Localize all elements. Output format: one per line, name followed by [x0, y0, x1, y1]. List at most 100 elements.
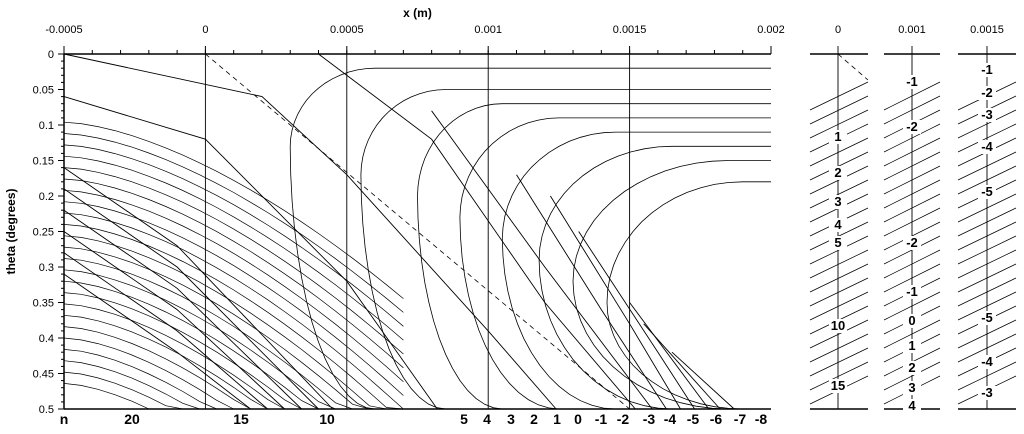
panel-contour-line — [809, 109, 869, 139]
contour-label-bg — [829, 236, 847, 250]
y-tick-label: 0 — [48, 49, 54, 61]
contour-label: 4 — [908, 398, 916, 413]
panel-contour-line — [809, 277, 869, 307]
contour-label: 5 — [834, 235, 841, 250]
order-label: 4 — [483, 411, 491, 427]
contour-label: 1 — [834, 129, 841, 144]
order-label: -1 — [595, 411, 608, 427]
y-tick-label: 0.4 — [39, 333, 54, 345]
contour-line — [63, 292, 302, 410]
contour-label: 3 — [908, 380, 915, 395]
contour-label-bg — [978, 311, 996, 325]
y-tick-label: 0.2 — [39, 191, 54, 203]
y-tick-label: 0.15 — [33, 156, 54, 168]
x-tick-label: -0.0005 — [45, 24, 82, 36]
panel-contour-line — [883, 207, 941, 237]
panel-contour-line — [957, 277, 1017, 307]
contour-label-bg — [903, 314, 921, 328]
contour-line — [63, 280, 319, 410]
contour-line — [578, 231, 695, 410]
panel-x-tick-label: 0 — [835, 24, 841, 36]
panel-contour-line — [809, 95, 869, 125]
panel-contour-line — [809, 263, 869, 293]
contour-line — [63, 326, 251, 410]
contour-line — [360, 89, 771, 410]
panel-contour-line — [883, 151, 941, 181]
x-axis-title: x (m) — [403, 6, 432, 20]
order-label: -5 — [687, 411, 700, 427]
contour-label: -2 — [981, 85, 993, 100]
panel-contour-line — [957, 263, 1017, 293]
contour-line — [63, 133, 404, 313]
contour-line — [63, 121, 404, 299]
contour-line — [417, 103, 771, 410]
panel-contour-line — [957, 193, 1017, 223]
panel-contour-line — [883, 263, 941, 293]
contour-label-bg — [978, 108, 996, 122]
panel-contour-line — [957, 235, 1017, 265]
y-tick-label: 0.35 — [33, 298, 54, 310]
contour-label: -4 — [981, 139, 993, 154]
contour-line — [629, 302, 710, 410]
panel-contour-line — [883, 193, 941, 223]
contour-line — [63, 303, 285, 410]
contour-label: -5 — [981, 184, 993, 199]
panel-x-tick-label: 0.001 — [898, 24, 926, 36]
contour-line — [63, 269, 336, 410]
contour-label-bg — [978, 63, 996, 77]
contour-label-bg — [903, 361, 921, 375]
contour-line — [63, 252, 268, 410]
contour-line — [63, 188, 319, 410]
contour-line — [550, 195, 681, 410]
y-tick-label: 0.05 — [33, 85, 54, 97]
panel-contour-line — [809, 137, 869, 167]
contour-label-bg — [829, 319, 847, 333]
contour-line — [63, 349, 217, 410]
contour-line — [63, 224, 404, 410]
panel-contour-line — [883, 165, 941, 195]
panel-contour-line — [809, 81, 869, 111]
contour-label: 0 — [908, 313, 915, 328]
contour-line — [63, 383, 166, 410]
order-label: -3 — [643, 411, 656, 427]
panel-contour-line — [957, 123, 1017, 153]
order-label: 1 — [553, 411, 561, 427]
y-tick-label: 0.5 — [39, 404, 54, 416]
panel-contour-line — [809, 333, 869, 363]
contour-line — [63, 212, 404, 410]
contour-line — [501, 131, 771, 410]
contour-label-bg — [829, 195, 847, 209]
contour-label: -3 — [981, 107, 993, 122]
contour-label-bg — [829, 218, 847, 232]
contour-label: 4 — [834, 217, 842, 232]
panel-contour-line — [957, 151, 1017, 181]
y-tick-label: 0.25 — [33, 227, 54, 239]
panel-contour-line — [809, 179, 869, 209]
order-label: 15 — [233, 411, 249, 427]
contour-label-bg — [978, 140, 996, 154]
contour-line — [63, 178, 404, 369]
contour-label-bg — [978, 355, 996, 369]
contour-line — [459, 117, 771, 410]
contour-label: -4 — [981, 354, 993, 369]
contour-label-bg — [829, 379, 847, 393]
order-label: -6 — [710, 411, 723, 427]
contour-label: 2 — [908, 360, 915, 375]
contour-line — [289, 67, 771, 410]
contour-label: -2 — [906, 119, 918, 134]
contour-label: 15 — [831, 378, 845, 393]
panel-contour-line — [883, 123, 941, 153]
contour-label-bg — [903, 285, 921, 299]
panel-contour-line — [883, 95, 941, 125]
panel-contour-line — [809, 319, 869, 349]
panel-contour-line — [883, 361, 941, 391]
panel-contour-line — [957, 361, 1017, 391]
x-tick-label: 0.001 — [474, 24, 502, 36]
panel-contour-line — [957, 291, 1017, 321]
order-label: -4 — [664, 411, 677, 427]
contour-line — [643, 323, 721, 410]
contour-label: 10 — [831, 318, 845, 333]
panel-contour-line — [883, 291, 941, 321]
panel-contour-line — [957, 319, 1017, 349]
contour-line — [671, 351, 735, 410]
